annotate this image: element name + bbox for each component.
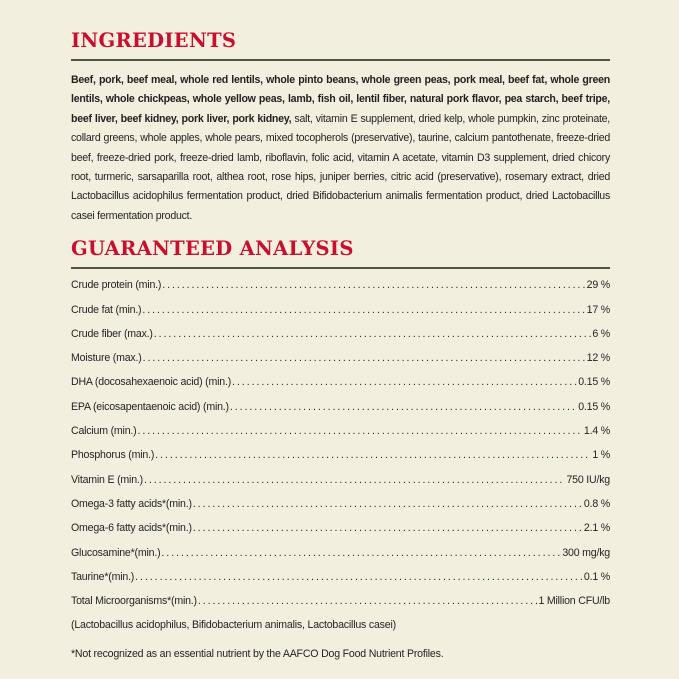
analysis-row: DHA (docosahexaenoic acid) (min.) 0.15 % (71, 376, 610, 400)
dot-leader (137, 425, 582, 437)
nutrient-label: Omega-6 fatty acids*(min.) (71, 522, 192, 535)
nutrient-value: 1 Million CFU/lb (538, 595, 610, 608)
analysis-row: Crude fiber (max.) 6 % (71, 328, 610, 352)
analysis-row: Crude protein (min.) 29 % (71, 279, 610, 303)
nutrient-label: Vitamin E (min.) (71, 473, 143, 486)
analysis-row: Omega-6 fatty acids*(min.) 2.1 % (71, 522, 610, 546)
analysis-table: Crude protein (min.) 29 % Crude fat (min.)… (71, 279, 610, 619)
analysis-row: Calcium (min.) 1.4 % (71, 425, 610, 449)
dot-leader (232, 376, 577, 388)
analysis-row: EPA (eicosapentaenoic acid) (min.) 0.15 % (71, 401, 610, 425)
analysis-row: Phosphorus (min.) 1 % (71, 449, 610, 473)
nutrient-value: 1 % (592, 449, 610, 462)
nutrient-label: EPA (eicosapentaenoic acid) (min.) (71, 400, 229, 413)
nutrient-value: 29 % (586, 279, 611, 292)
nutrient-label: Omega-3 fatty acids*(min.) (71, 497, 192, 510)
analysis-row: Crude fat (min.) 17 % (71, 304, 610, 328)
analysis-row: Glucosamine*(min.) 300 mg/kg (71, 547, 610, 571)
divider (71, 59, 610, 61)
nutrient-label: Taurine*(min.) (71, 570, 135, 583)
analysis-row: Taurine*(min.) 0.1 % (71, 571, 610, 595)
nutrient-value: 0.15 % (578, 376, 610, 389)
dot-leader (142, 304, 585, 316)
nutrient-value: 17 % (586, 303, 611, 316)
divider (71, 267, 610, 270)
dot-leader (154, 328, 592, 340)
dot-leader (155, 449, 591, 461)
nutrient-label: Phosphorus (min.) (71, 449, 155, 462)
analysis-row: Total Microorganisms*(min.) 1 Million CFU… (71, 595, 610, 619)
dot-leader (193, 522, 583, 534)
label-panel: INGREDIENTS Beef, pork, beef meal, whole… (71, 28, 610, 660)
nutrient-value: 0.8 % (583, 497, 610, 510)
ingredients-bold: Beef, pork, beef meal, whole red lentils… (71, 74, 610, 125)
nutrient-value: 2.1 % (583, 522, 610, 535)
nutrient-value: 6 % (592, 327, 610, 340)
nutrient-label: Crude fiber (max.) (71, 327, 153, 340)
analysis-row: Moisture (max.) 12 % (71, 352, 610, 376)
nutrient-label: Crude protein (min.) (71, 279, 162, 292)
nutrient-value: 0.15 % (578, 400, 610, 413)
nutrient-label: Crude fat (min.) (71, 303, 142, 316)
nutrient-value: 300 mg/kg (562, 546, 610, 559)
dot-leader (161, 547, 561, 559)
nutrient-label: Calcium (min.) (71, 425, 137, 438)
analysis-heading: GUARANTEED ANALYSIS (71, 237, 354, 261)
microorganisms-note: (Lactobacillus acidophilus, Bifidobacter… (71, 619, 396, 632)
nutrient-value: 750 IU/kg (566, 473, 610, 486)
dot-leader (135, 571, 583, 583)
dot-leader (144, 474, 565, 486)
analysis-row: Vitamin E (min.) 750 IU/kg (71, 474, 610, 498)
dot-leader (230, 401, 577, 413)
nutrient-label: Moisture (max.) (71, 352, 142, 365)
nutrient-label: Glucosamine*(min.) (71, 546, 161, 559)
nutrient-label: DHA (docosahexaenoic acid) (min.) (71, 376, 232, 389)
nutrient-value: 12 % (586, 352, 611, 365)
nutrient-label: Total Microorganisms*(min.) (71, 595, 197, 608)
dot-leader (193, 498, 583, 510)
ingredients-heading: INGREDIENTS (71, 29, 237, 52)
dot-leader (198, 595, 538, 607)
ingredients-text: Beef, pork, beef meal, whole red lentils… (71, 71, 610, 226)
footnote: *Not recognized as an essential nutrient… (71, 647, 444, 660)
nutrient-value: 0.1 % (583, 570, 610, 583)
dot-leader (162, 279, 585, 291)
ingredients-regular: salt, vitamin E supplement, dried kelp, … (71, 112, 610, 222)
dot-leader (143, 352, 586, 364)
analysis-row: Omega-3 fatty acids*(min.) 0.8 % (71, 498, 610, 522)
nutrient-value: 1.4 % (583, 425, 610, 438)
